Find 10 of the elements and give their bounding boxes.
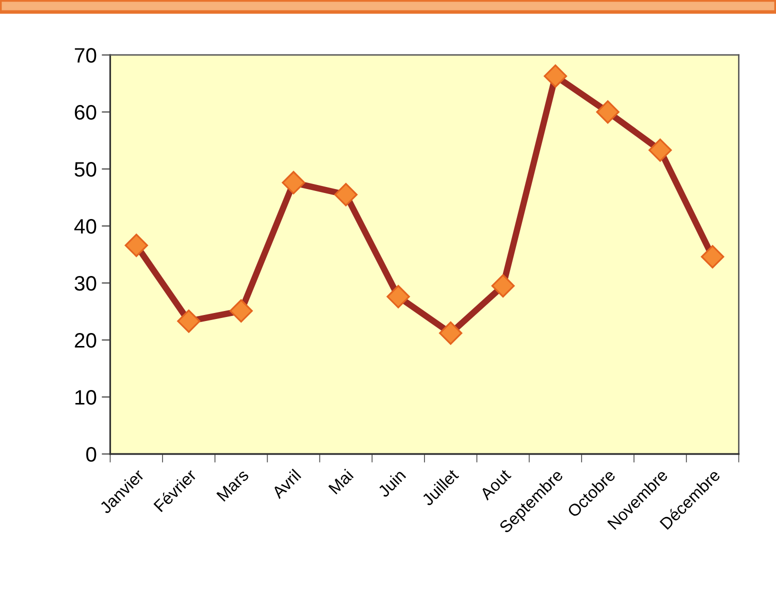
y-tick-label: 50 [74, 162, 96, 177]
y-tick-label: 30 [74, 276, 96, 291]
y-tick-label: 20 [74, 332, 96, 348]
y-tick-label: 10 [75, 390, 96, 405]
y-tick-label: 70 [74, 48, 96, 63]
x-tick-label: Mai [328, 468, 354, 495]
y-tick-label: 40 [74, 218, 96, 234]
x-tick-label: Juin [376, 468, 406, 498]
y-tick-label: 0 [86, 446, 96, 462]
y-tick-label: 60 [74, 104, 96, 120]
